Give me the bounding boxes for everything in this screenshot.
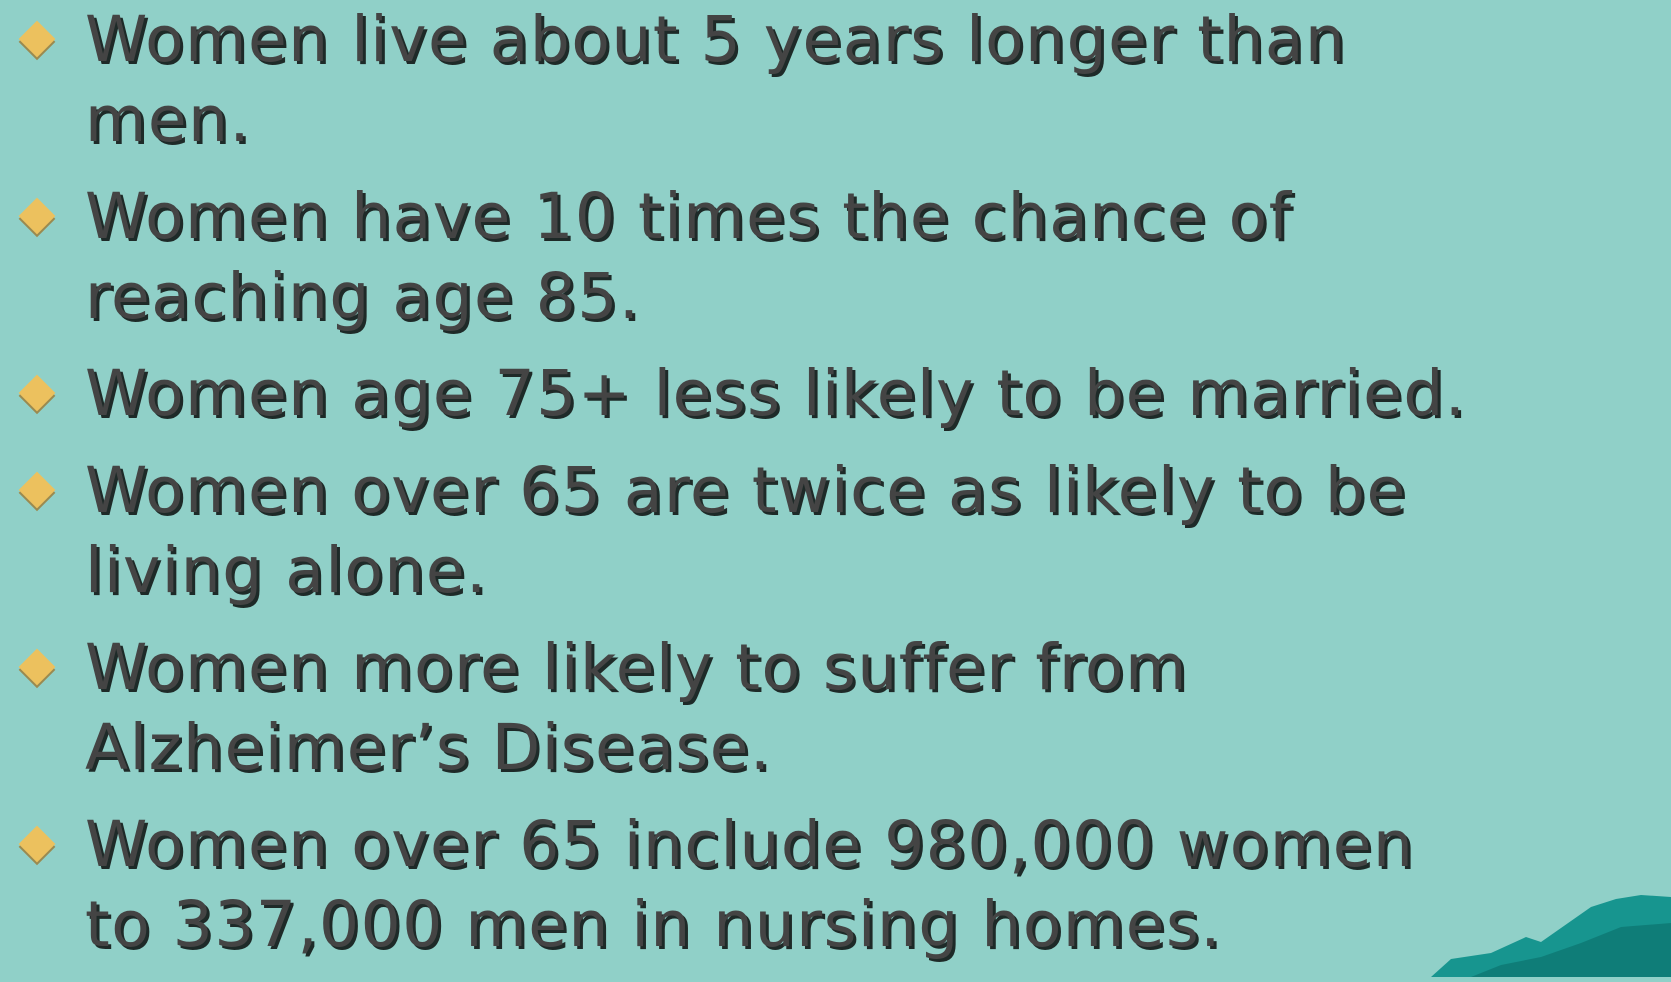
bullet-diamond bbox=[19, 472, 56, 509]
bullet-text: to 337,000 men in nursing homes. bbox=[85, 885, 1671, 965]
bullet-text: living alone. bbox=[85, 531, 1671, 611]
bullet-diamond bbox=[19, 649, 56, 686]
bullet-diamond bbox=[19, 21, 56, 58]
bullet-text: Women have 10 times the chance of bbox=[85, 177, 1671, 257]
bullet-text: men. bbox=[85, 80, 1671, 160]
bullet-text: Women over 65 include 980,000 women bbox=[85, 805, 1671, 885]
bullet-text: Women age 75+ less likely to be married. bbox=[85, 354, 1671, 434]
slide-page: Women live about 5 years longer thanmen.… bbox=[0, 0, 1671, 977]
bullet-diamond bbox=[19, 826, 56, 863]
bullet-text: Alzheimer’s Disease. bbox=[85, 708, 1671, 788]
bullet-diamond bbox=[19, 198, 56, 235]
bullet-text: Women over 65 are twice as likely to be bbox=[85, 451, 1671, 531]
bullet-list: Women live about 5 years longer thanmen.… bbox=[0, 0, 1671, 982]
bullet-diamond bbox=[19, 375, 56, 412]
bullet-text: Women more likely to suffer from bbox=[85, 628, 1671, 708]
slide: Women live about 5 years longer thanmen.… bbox=[0, 0, 1671, 977]
bullet-text: reaching age 85. bbox=[85, 257, 1671, 337]
bullet-text: Women live about 5 years longer than bbox=[85, 0, 1671, 80]
bullet-item: Women age 75+ less likely to be married. bbox=[0, 354, 1671, 434]
